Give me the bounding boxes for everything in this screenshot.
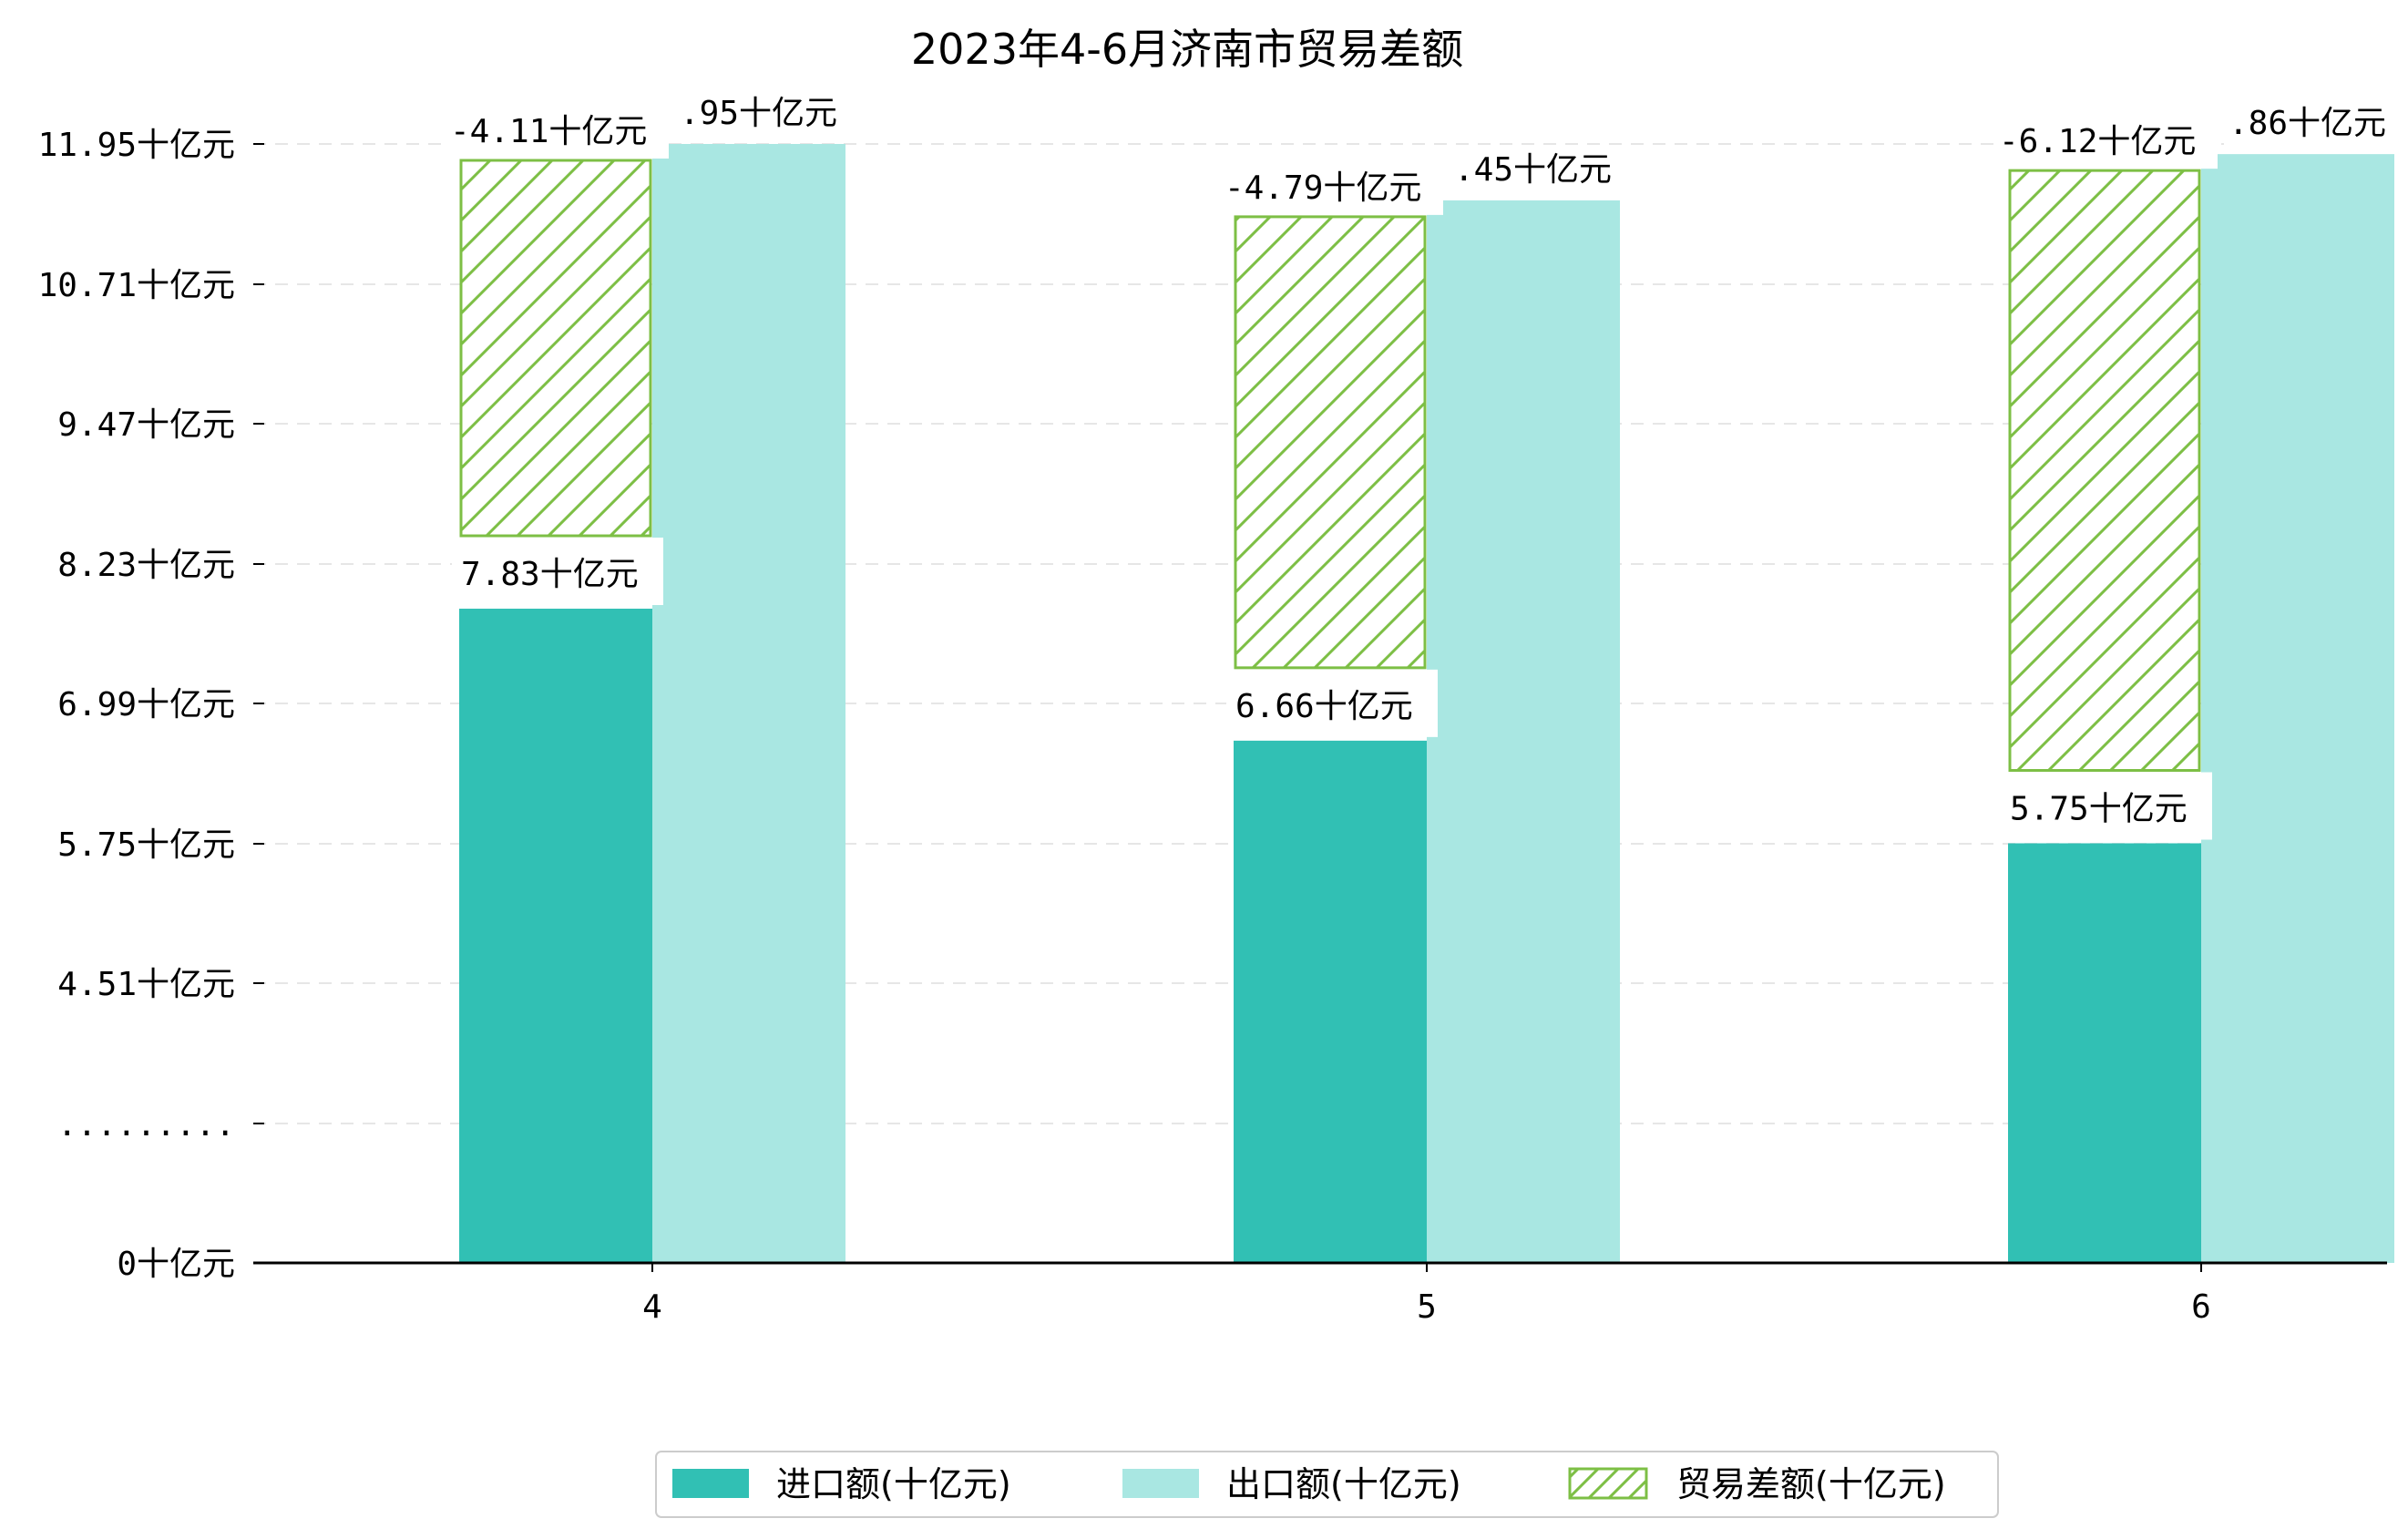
legend-label-import: 进口额(十亿元)	[776, 1464, 1011, 1504]
legend-swatch-balance	[1568, 1467, 1648, 1500]
legend-frame	[655, 1451, 1999, 1518]
data-labels: 7.83十亿元 -4.11十亿元 .95十亿元 6.66十亿元 -4.79十亿元 .45十…	[450, 91, 2406, 840]
label-box-import	[452, 538, 663, 606]
value-label-export: .45十亿元	[1454, 151, 1612, 189]
y-tick-label: .........	[57, 1106, 235, 1144]
value-label-import: 7.83十亿元	[461, 556, 639, 593]
value-label-import: 6.66十亿元	[1235, 688, 1413, 725]
label-box-balance	[450, 104, 669, 159]
label-box-export	[675, 91, 857, 142]
bar-export	[652, 144, 845, 1263]
x-tick-label: 4	[642, 1288, 662, 1326]
x-axis: 4 5 6	[253, 1261, 2387, 1326]
value-label-import: 5.75十亿元	[2010, 791, 2188, 828]
x-tick-label: 5	[1417, 1288, 1437, 1326]
chart-title: 2023年4-6月济南市贸易差额	[911, 25, 1463, 74]
value-label-balance: -4.11十亿元	[450, 113, 647, 150]
label-box-import	[2001, 772, 2212, 840]
bar-trade-balance	[1234, 215, 1427, 670]
bar-export	[2201, 154, 2394, 1264]
y-tick-label: 9.47十亿元	[57, 406, 235, 444]
y-tick-label: 6.99十亿元	[57, 686, 235, 723]
value-label-export: .86十亿元	[2229, 105, 2386, 142]
bar-export	[1427, 200, 1620, 1264]
label-box-import	[1226, 669, 1438, 737]
label-box-export	[2224, 101, 2406, 153]
label-box-export	[1450, 147, 1632, 199]
y-tick-label: 4.51十亿元	[57, 966, 235, 1003]
label-box-balance	[1224, 159, 1443, 215]
value-label-balance: -6.12十亿元	[1999, 123, 2196, 160]
legend-swatch-export	[1122, 1469, 1199, 1498]
legend: 进口额(十亿元) 出口额(十亿元) 贸易差额(十亿元)	[655, 1451, 1999, 1518]
legend-swatch-import	[672, 1469, 749, 1498]
bar-trade-balance	[2008, 169, 2201, 773]
x-tick-label: 6	[2191, 1288, 2211, 1326]
bar-trade-balance	[459, 159, 652, 538]
bars	[459, 144, 2394, 1264]
value-label-balance: -4.79十亿元	[1224, 169, 1421, 207]
label-box-balance	[1999, 114, 2218, 169]
y-tick-label: 0十亿元	[117, 1246, 235, 1283]
y-axis: 0十亿元......... 4.51十亿元 5.75十亿元 6.99十亿元 8.23十亿…	[38, 127, 264, 1283]
y-tick-label: 5.75十亿元	[57, 826, 235, 864]
y-tick-label: 10.71十亿元	[38, 267, 235, 304]
legend-label-balance: 贸易差额(十亿元)	[1676, 1464, 1946, 1504]
legend-label-export: 出口额(十亿元)	[1226, 1464, 1461, 1504]
y-tick-label: 8.23十亿元	[57, 547, 235, 584]
bar-import	[1234, 740, 1427, 1263]
bar-import	[2008, 843, 2201, 1263]
bar-import	[459, 609, 652, 1263]
value-label-export: .95十亿元	[680, 95, 837, 132]
y-tick-label: 11.95十亿元	[38, 127, 235, 164]
